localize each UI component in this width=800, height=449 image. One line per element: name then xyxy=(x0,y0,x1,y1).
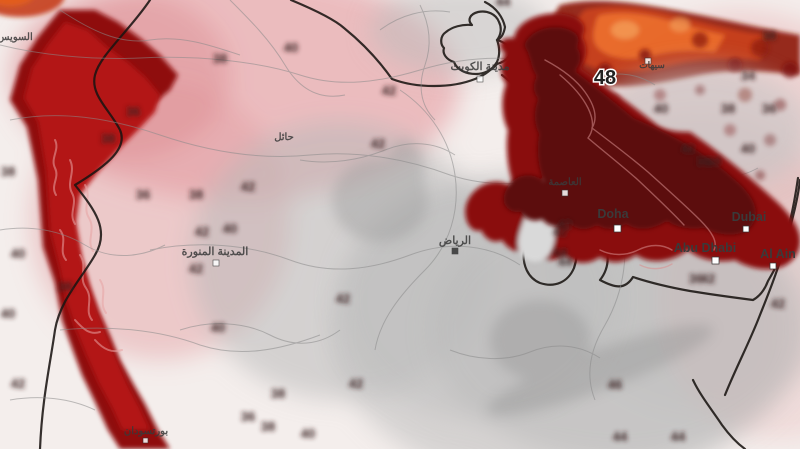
svg-text:36: 36 xyxy=(126,104,140,119)
svg-text:42: 42 xyxy=(11,376,25,391)
svg-text:42: 42 xyxy=(241,179,255,194)
svg-text:العاصمة: العاصمة xyxy=(548,177,582,188)
svg-text:42: 42 xyxy=(382,83,396,98)
svg-text:38: 38 xyxy=(189,187,203,202)
svg-text:38: 38 xyxy=(58,279,72,294)
svg-text:الرياض: الرياض xyxy=(439,235,471,247)
svg-text:44: 44 xyxy=(671,429,686,444)
svg-text:بورتسودان: بورتسودان xyxy=(124,426,168,437)
svg-text:مدينة الكويت: مدينة الكويت xyxy=(450,61,509,73)
svg-text:40: 40 xyxy=(223,221,237,236)
svg-text:40: 40 xyxy=(211,320,225,335)
svg-text:Al Ain: Al Ain xyxy=(760,247,796,261)
svg-text:سيهات: سيهات xyxy=(639,60,665,71)
svg-text:42: 42 xyxy=(553,224,567,239)
svg-text:42: 42 xyxy=(349,376,363,391)
svg-text:36: 36 xyxy=(689,271,703,286)
svg-text:40: 40 xyxy=(301,426,315,441)
svg-text:المدينة المنورة: المدينة المنورة xyxy=(182,246,249,258)
svg-text:40: 40 xyxy=(284,40,298,55)
svg-text:34: 34 xyxy=(741,68,756,83)
svg-text:40: 40 xyxy=(741,141,755,156)
svg-text:42: 42 xyxy=(771,296,785,311)
svg-text:42: 42 xyxy=(195,224,209,239)
svg-text:Abu Dhabi: Abu Dhabi xyxy=(674,241,737,255)
svg-text:40: 40 xyxy=(654,101,668,116)
svg-text:36: 36 xyxy=(241,409,255,424)
svg-text:38: 38 xyxy=(1,164,15,179)
svg-text:42: 42 xyxy=(189,261,203,276)
svg-text:40: 40 xyxy=(1,306,15,321)
svg-text:44: 44 xyxy=(496,0,511,9)
svg-text:44: 44 xyxy=(558,254,573,269)
svg-text:38: 38 xyxy=(721,101,735,116)
svg-text:40: 40 xyxy=(11,246,25,261)
svg-text:42: 42 xyxy=(371,136,385,151)
svg-text:44: 44 xyxy=(613,429,628,444)
svg-text:46: 46 xyxy=(608,377,622,392)
svg-text:36: 36 xyxy=(136,187,150,202)
svg-text:38: 38 xyxy=(101,131,115,146)
svg-text:السويس: السويس xyxy=(0,32,33,43)
svg-text:38: 38 xyxy=(762,28,776,43)
svg-text:42: 42 xyxy=(336,291,350,306)
svg-text:38: 38 xyxy=(261,419,275,434)
svg-text:48: 48 xyxy=(594,67,616,89)
svg-text:حائل: حائل xyxy=(274,132,294,143)
svg-text:38: 38 xyxy=(271,386,285,401)
svg-text:38: 38 xyxy=(707,154,721,169)
svg-text:38: 38 xyxy=(213,51,227,66)
svg-text:Dubai: Dubai xyxy=(732,210,767,224)
svg-text:42: 42 xyxy=(681,141,695,156)
svg-text:36: 36 xyxy=(762,101,776,116)
svg-text:Doha: Doha xyxy=(597,207,629,221)
